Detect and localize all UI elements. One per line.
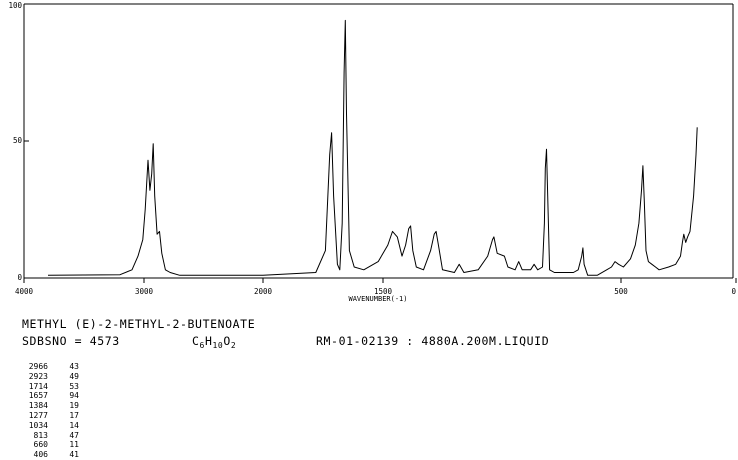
peak-table-row: 1657 94 xyxy=(22,391,79,401)
x-axis-label: WAVENUMBER(-1) xyxy=(348,295,407,303)
series-group xyxy=(47,19,698,276)
peak-intensity: 43 xyxy=(69,362,79,371)
x-tick-label: 4000 xyxy=(15,287,34,296)
peak-table-row: 1277 17 xyxy=(22,411,79,421)
formula-subscript-h: 10 xyxy=(212,341,224,350)
peak-table-row: 1714 53 xyxy=(22,382,79,392)
x-tick-label: 500 xyxy=(614,287,628,296)
peak-wavenumber: 2923 xyxy=(28,371,48,381)
x-tick-label: 0 xyxy=(731,287,736,296)
peak-table-row: 1384 19 xyxy=(22,401,79,411)
sdbs-number: SDBSNO = 4573 xyxy=(22,334,120,348)
peak-table-row: 1034 14 xyxy=(22,421,79,431)
peak-table-row: 406 41 xyxy=(22,450,79,460)
peak-wavenumber: 1277 xyxy=(28,410,48,420)
axis-ticks: 4000 3000 2000 1500 500 0 0 50 100 xyxy=(8,1,737,296)
formula-element-c: C xyxy=(192,334,200,348)
peak-wavenumber: 2966 xyxy=(28,362,48,371)
peak-intensity: 19 xyxy=(69,401,79,411)
y-tick-label: 0 xyxy=(17,273,22,282)
peak-table-row: 2923 49 xyxy=(22,372,79,382)
peak-wavenumber: 1714 xyxy=(28,381,48,391)
molecular-formula: C6H10O2 xyxy=(192,334,236,350)
peak-wavenumber: 1034 xyxy=(28,420,48,430)
compound-name: METHYL (E)-2-METHYL-2-BUTENOATE xyxy=(22,317,256,331)
peak-wavenumber: 813 xyxy=(33,430,48,440)
x-tick-label: 1500 xyxy=(374,287,393,296)
peak-intensity: 17 xyxy=(69,410,79,420)
peak-intensity: 11 xyxy=(69,440,79,450)
x-tick-label: 3000 xyxy=(135,287,154,296)
formula-element-o: O xyxy=(223,334,231,348)
peak-intensity: 41 xyxy=(69,450,79,460)
peak-wavenumber: 1657 xyxy=(28,391,48,401)
peak-intensity: 94 xyxy=(69,391,79,401)
y-tick-label: 50 xyxy=(13,136,23,145)
peak-intensity: 53 xyxy=(69,381,79,391)
x-tick-label: 2000 xyxy=(254,287,273,296)
spectrum-series-line xyxy=(47,19,698,276)
peak-wavenumber: 1384 xyxy=(28,401,48,411)
peak-table: 2966 43 2923 49 1714 53 1657 94 1384 19 1277 17 1034… xyxy=(22,362,79,460)
peak-wavenumber: 660 xyxy=(33,440,48,450)
peak-intensity: 47 xyxy=(69,430,79,440)
peak-intensity: 49 xyxy=(69,371,79,381)
peak-table-row: 813 47 xyxy=(22,431,79,441)
formula-element-h: H xyxy=(204,334,213,348)
formula-subscript-c: 6 xyxy=(199,341,205,350)
ir-spectrum-chart: 4000 3000 2000 1500 500 0 0 50 100 WAVENUMBER(-1… xyxy=(8,1,737,303)
formula-subscript-o: 2 xyxy=(230,341,237,350)
peak-intensity: 14 xyxy=(69,420,79,430)
peak-table-row: 660 11 xyxy=(22,440,79,450)
measurement-info: RM-01-02139 : 4880A.200M.LIQUID xyxy=(316,334,550,348)
peak-wavenumber: 406 xyxy=(33,450,48,460)
y-tick-label: 100 xyxy=(8,1,22,10)
peak-table-row: 2966 43 xyxy=(22,362,79,372)
plot-frame xyxy=(23,3,734,279)
